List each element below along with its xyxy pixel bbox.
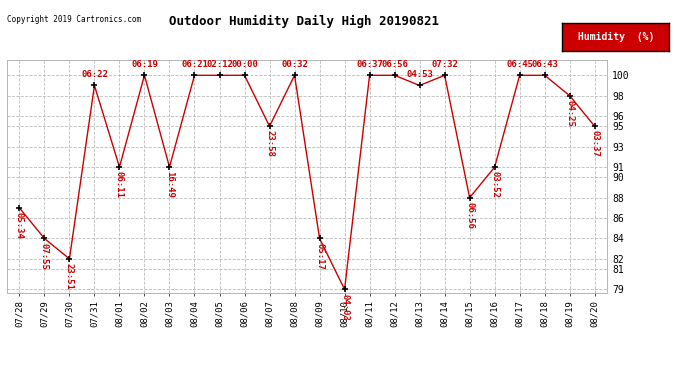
Text: 07:32: 07:32 xyxy=(431,60,458,69)
Text: 04:53: 04:53 xyxy=(406,70,433,80)
Text: 04:03: 04:03 xyxy=(340,294,349,320)
Text: 06:19: 06:19 xyxy=(131,60,158,69)
Text: 03:37: 03:37 xyxy=(590,130,599,157)
Text: 23:58: 23:58 xyxy=(265,130,274,157)
Text: 06:45: 06:45 xyxy=(506,60,533,69)
Text: 06:37: 06:37 xyxy=(356,60,383,69)
Text: 00:00: 00:00 xyxy=(231,60,258,69)
Text: 06:21: 06:21 xyxy=(181,60,208,69)
Text: 05:34: 05:34 xyxy=(15,212,24,239)
Text: 05:17: 05:17 xyxy=(315,243,324,269)
Text: 23:51: 23:51 xyxy=(65,263,74,290)
Text: 06:56: 06:56 xyxy=(381,60,408,69)
Text: 16:49: 16:49 xyxy=(165,171,174,198)
Text: 02:12: 02:12 xyxy=(206,60,233,69)
Text: 07:55: 07:55 xyxy=(40,243,49,269)
Text: Humidity  (%): Humidity (%) xyxy=(578,32,654,42)
Text: 06:11: 06:11 xyxy=(115,171,124,198)
Text: Copyright 2019 Cartronics.com: Copyright 2019 Cartronics.com xyxy=(7,15,141,24)
Text: 06:56: 06:56 xyxy=(465,202,474,229)
Text: 04:25: 04:25 xyxy=(565,100,574,127)
Text: 06:43: 06:43 xyxy=(531,60,558,69)
Text: 00:32: 00:32 xyxy=(281,60,308,69)
Text: 06:22: 06:22 xyxy=(81,70,108,80)
Text: Outdoor Humidity Daily High 20190821: Outdoor Humidity Daily High 20190821 xyxy=(168,15,439,28)
Text: 03:52: 03:52 xyxy=(490,171,499,198)
